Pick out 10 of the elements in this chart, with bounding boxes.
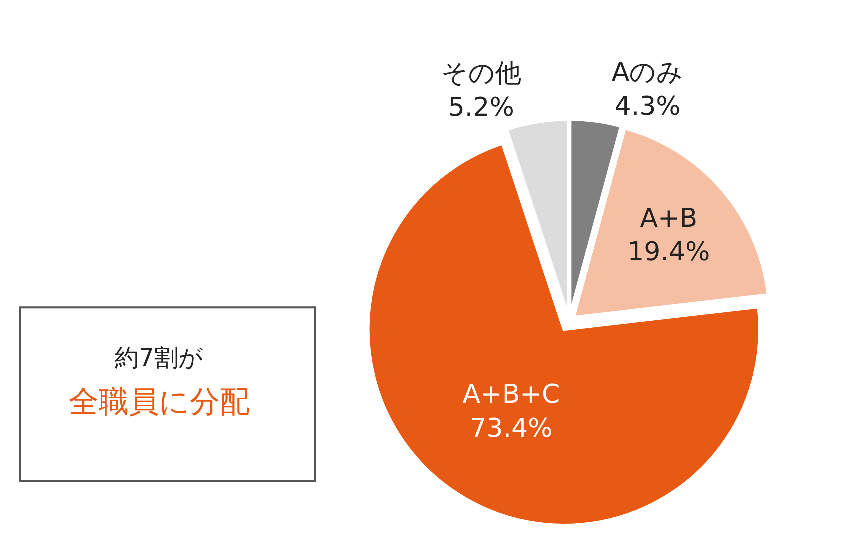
slice-label: その他 (441, 59, 522, 90)
data-label: 5.2% (448, 92, 514, 123)
data-label: 19.4% (628, 238, 710, 268)
data-label: 4.3% (614, 92, 681, 122)
text: 全職員に分配 (69, 385, 250, 420)
slice-label: A+B+C (462, 380, 560, 410)
data-label: 73.4% (470, 414, 553, 444)
slice-label: Aのみ (612, 58, 684, 88)
slice-label: A+B (640, 204, 698, 234)
text: 約7割が (115, 344, 204, 372)
